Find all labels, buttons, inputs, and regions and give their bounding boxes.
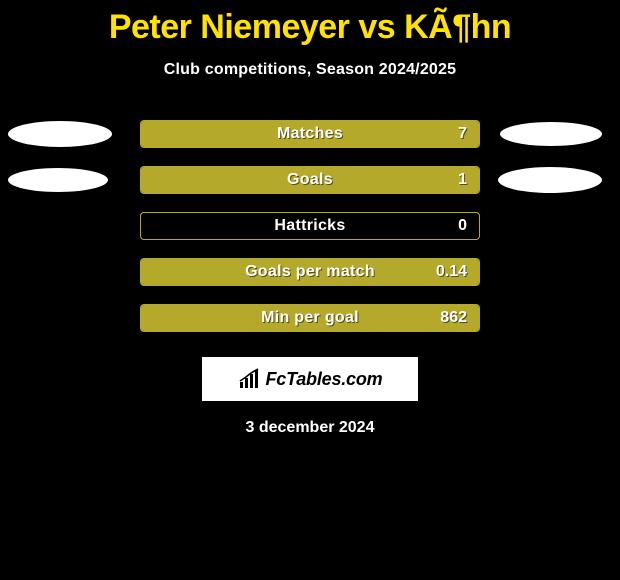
date-label: 3 december 2024 [0, 419, 620, 437]
stat-value: 0.14 [436, 259, 467, 285]
stat-value: 862 [440, 305, 467, 331]
page-title: Peter Niemeyer vs KÃ¶hn [0, 8, 620, 47]
stat-row: Hattricks0 [0, 203, 620, 249]
right-player-marker [500, 122, 602, 146]
stat-label: Hattricks [141, 213, 479, 239]
stat-row: Goals1 [0, 157, 620, 203]
stat-bar: Matches7 [140, 120, 480, 148]
stat-label: Matches [141, 121, 479, 147]
stat-label: Min per goal [141, 305, 479, 331]
stat-label: Goals per match [141, 259, 479, 285]
stat-row: Goals per match0.14 [0, 249, 620, 295]
watermark-text: FcTables.com [266, 369, 383, 390]
stat-bar: Hattricks0 [140, 212, 480, 240]
stat-label: Goals [141, 167, 479, 193]
right-player-marker [498, 167, 602, 193]
left-player-marker [8, 168, 108, 192]
stat-value: 7 [458, 121, 467, 147]
stat-value: 1 [458, 167, 467, 193]
watermark: FcTables.com [202, 357, 418, 401]
stat-bar: Min per goal862 [140, 304, 480, 332]
stat-bar: Goals per match0.14 [140, 258, 480, 286]
stat-row: Matches7 [0, 111, 620, 157]
stat-row: Min per goal862 [0, 295, 620, 341]
stats-compare-card: Peter Niemeyer vs KÃ¶hn Club competition… [0, 0, 620, 580]
stats-list: Matches7Goals1Hattricks0Goals per match0… [0, 111, 620, 341]
stat-value: 0 [458, 213, 467, 239]
left-player-marker [8, 121, 112, 147]
stat-bar: Goals1 [140, 166, 480, 194]
chart-icon [238, 368, 264, 390]
subtitle: Club competitions, Season 2024/2025 [0, 61, 620, 79]
